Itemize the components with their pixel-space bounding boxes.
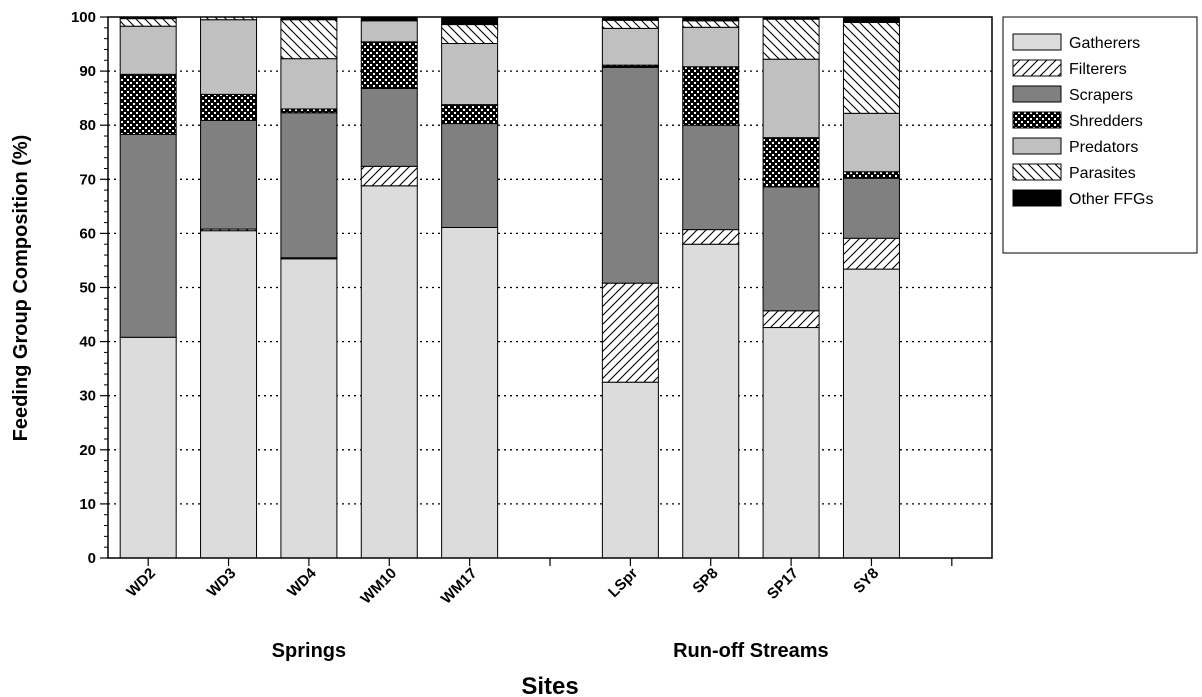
x-tick-label: SY8 [850,565,882,597]
bar-segment [119,25,177,75]
group-label: Springs [272,640,346,662]
bar-segment [441,104,499,125]
bar-segment [119,336,177,559]
x-tick-label: WD3 [204,565,240,601]
bar-segment [360,87,418,167]
bar-segment [842,16,900,23]
x-tick-label: WD2 [123,565,159,601]
y-axis: 0 10 20 30 40 50 60 70 80 90 100 [71,9,108,567]
bar-segment [682,20,740,28]
bar-segment [200,119,258,230]
legend-label: Predators [1069,139,1138,156]
bar-segment [280,58,338,110]
bar-segment [601,381,659,559]
bar-segment [682,26,740,68]
bar-segment [682,66,740,126]
bar-segment [280,19,338,60]
bar-segment [842,21,900,114]
bars [119,16,900,559]
bar-segment [119,73,177,135]
x-tick-label: WM10 [357,565,400,608]
bar-segment [842,268,900,559]
y-tick-label: 90 [79,63,96,80]
bar-segment [360,165,418,187]
bar-segment [601,282,659,383]
legend-swatch [1012,137,1062,155]
bar-segment [842,177,900,239]
bar-segment [200,19,258,95]
x-tick-label: WD4 [284,564,320,600]
bar-segment [360,20,418,43]
bar-segment [842,237,900,270]
group-label: Run-off Streams [673,640,829,662]
y-tick-label: 20 [79,442,96,459]
y-tick-label: 50 [79,280,96,297]
bar-segment [842,171,900,179]
y-tick-label: 0 [88,550,96,567]
legend-label: Scrapers [1069,87,1133,104]
bar-segment [842,112,900,173]
bar-segment [119,133,177,338]
legend-swatch [1012,33,1062,51]
y-tick-label: 10 [79,496,96,513]
bar-segment [119,18,177,27]
legend-swatch [1012,111,1062,129]
bar-segment [360,41,418,89]
x-tick-label: SP17 [764,565,802,603]
legend-label: Gatherers [1069,35,1140,52]
legend-label: Parasites [1069,165,1136,182]
y-tick-label: 60 [79,225,96,242]
y-tick-label: 40 [79,334,96,351]
bar-segment [441,24,499,45]
y-tick-label: 80 [79,117,96,134]
legend-swatch [1012,163,1062,181]
x-tick-label: LSpr [605,565,641,601]
y-axis-title: Feeding Group Composition (%) [10,135,32,442]
legend-frame [1002,16,1198,254]
bar-segment [762,327,820,559]
y-tick-label: 30 [79,388,96,405]
bar-segment [682,243,740,559]
legend-swatch [1012,85,1062,103]
x-tick-label: WM17 [438,565,481,608]
bar-segment [200,230,258,559]
bar-segment [280,112,338,259]
bar-segment [762,18,820,60]
bar-segment [682,124,740,231]
y-tick-label: 100 [71,9,96,26]
x-axis-title: Sites [521,673,578,697]
bar-segment [280,108,338,114]
x-tick-label: SP8 [689,565,721,597]
legend-swatch [1012,189,1062,207]
bar-segment [441,16,499,26]
legend-swatch [1012,59,1062,77]
x-axis: WD2 WD3 WD4 WM10 WM17 LSpr SP8 SP17 SY8 Springs Ru… [123,558,953,662]
bar-segment [441,123,499,228]
bar-segment [762,58,820,139]
bar-segment [762,137,820,188]
bar-segment [601,19,659,29]
bar-segment [280,258,338,559]
bar-segment [441,43,499,106]
legend-label: Other FFGs [1069,191,1153,208]
bar-segment [682,229,740,245]
bar-segment [601,66,659,284]
y-tick-label: 70 [79,171,96,188]
bar-segment [360,185,418,559]
legend-label: Shredders [1069,113,1143,130]
bar-segment [762,310,820,329]
legend: Gatherers Filterers Scrapers Shredders Preda… [1002,16,1198,254]
bar-segment [601,27,659,66]
bar-segment [441,226,499,559]
bar-segment [762,186,820,312]
bar-segment [200,93,258,121]
legend-label: Filterers [1069,61,1127,78]
